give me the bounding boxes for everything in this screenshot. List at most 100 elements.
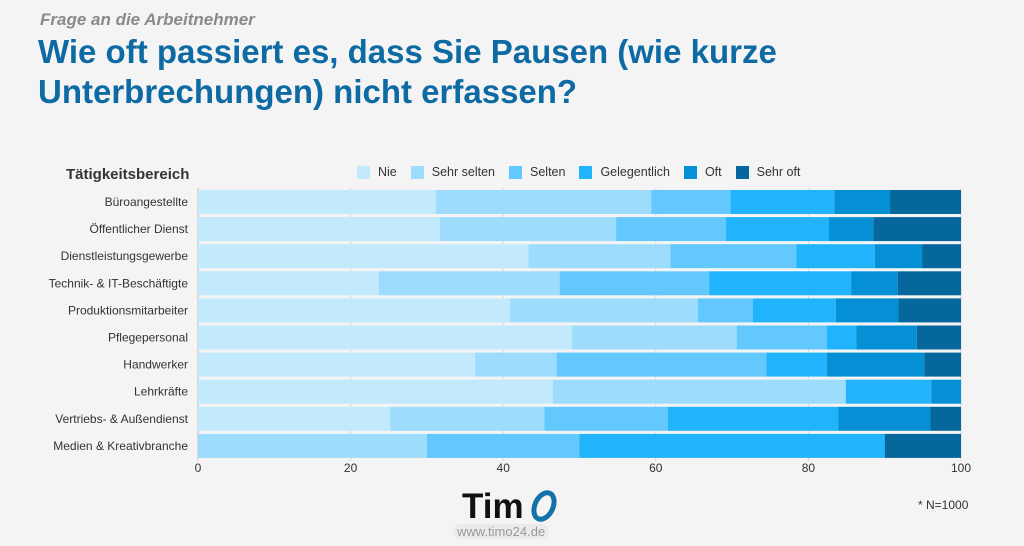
bar-segment-nie (198, 325, 572, 350)
bar-segment-sehr-selten (510, 298, 698, 323)
bar-segment-oft (931, 379, 961, 404)
bar-segment-nie (198, 244, 529, 269)
category-label: Dienstleistungsgewerbe (61, 249, 189, 263)
category-label: Büroangestellte (105, 195, 189, 209)
bar-segment-gelegentlich (725, 217, 830, 242)
category-label: Medien & Kreativbranche (53, 439, 188, 453)
legend: Nie Sehr selten Selten Gelegentlich Oft Sehr … (357, 165, 800, 179)
legend-swatch (735, 165, 749, 179)
bar-segment-oft (829, 217, 874, 242)
category-label: Öffentlicher Dienst (90, 222, 189, 236)
bar-segment-gelegentlich (668, 406, 839, 431)
bar-segment-gelegentlich (752, 298, 836, 323)
x-tick-label: 80 (802, 461, 816, 475)
legend-swatch (410, 165, 424, 179)
bar-segment-sehr-oft (922, 244, 961, 269)
bar-segment-selten (544, 406, 669, 431)
bar-segment-gelegentlich (730, 190, 835, 214)
bar-segment-gelegentlich (709, 271, 852, 296)
bar-segment-oft (851, 271, 898, 296)
bar-segment-sehr-oft (897, 271, 961, 296)
legend-label: Gelegentlich (600, 165, 670, 179)
website-url[interactable]: www.timo24.de (453, 524, 550, 539)
legend-label: Selten (530, 165, 566, 179)
legend-item: Selten (509, 165, 565, 179)
bar-segment-gelegentlich (845, 379, 932, 404)
legend-swatch (357, 165, 370, 179)
x-tick-label: 60 (649, 461, 663, 475)
kicker: Frage an die Arbeitnehmer (40, 10, 255, 29)
bar-segment-oft (834, 190, 891, 214)
category-label: Handwerker (123, 358, 188, 372)
bar-segment-oft (826, 352, 925, 377)
bar-segment-nie (198, 190, 437, 214)
legend-swatch (509, 165, 522, 179)
bar-segment-nie (198, 271, 379, 296)
x-tick-label: 20 (344, 461, 358, 475)
bar-segment-nie (198, 352, 475, 377)
bar-segment-gelegentlich (796, 244, 875, 269)
bar-segment-nie (198, 379, 553, 404)
bar-segment-gelegentlich (579, 433, 885, 458)
sample-size-note: * N=1000 (918, 498, 969, 512)
bar-segment-selten (697, 298, 753, 323)
bar-segment-sehr-selten (552, 379, 846, 404)
category-label: Pflegepersonal (108, 331, 188, 345)
bar-segment-oft (874, 244, 923, 269)
category-axis-title: Tätigkeitsbereich (66, 166, 190, 183)
legend-label: Sehr selten (431, 165, 495, 179)
bar-segment-selten (670, 244, 797, 269)
legend-item: Sehr oft (735, 165, 801, 179)
bar-segment-sehr-selten (390, 406, 545, 431)
timo-logo: Tim (462, 486, 562, 531)
legend-swatch (579, 165, 593, 179)
logo-graphic: Tim (462, 487, 557, 526)
x-tick-label: 100 (951, 461, 971, 475)
legend-label: Sehr oft (756, 165, 801, 179)
bar-segment-selten (559, 271, 710, 296)
bar-segment-nie (198, 298, 511, 323)
bar-segment-sehr-oft (916, 325, 961, 350)
bar-segment-selten (736, 325, 827, 350)
bar-segment-sehr-oft (873, 217, 961, 242)
bar-segment-sehr-selten (378, 271, 560, 296)
legend-label: Nie (378, 165, 397, 179)
bar-segment-sehr-selten (436, 190, 652, 214)
category-label: Produktionsmitarbeiter (68, 303, 188, 317)
bar-segment-sehr-oft (898, 298, 961, 323)
legend-item: Nie (357, 165, 397, 179)
bar-segment-selten (426, 433, 580, 458)
category-label: Technik- & IT-Beschäftigte (49, 276, 189, 290)
x-tick-label: 0 (195, 461, 202, 475)
bar-segment-sehr-selten (474, 352, 557, 377)
svg-text:Tim: Tim (462, 487, 524, 526)
bar-segment-oft (856, 325, 917, 350)
bar-segment-nie (198, 406, 391, 431)
bar-segment-selten (651, 190, 731, 214)
bar-segment-gelegentlich (826, 325, 857, 350)
bar-segment-sehr-selten (528, 244, 671, 269)
bar-segment-sehr-oft (890, 190, 961, 214)
legend-item: Oft (683, 165, 722, 179)
bar-segment-sehr-oft (884, 433, 961, 458)
bar-segment-sehr-selten (198, 433, 427, 458)
bar-segment-selten (556, 352, 767, 377)
bar-segment-nie (198, 217, 440, 242)
bar-segment-gelegentlich (766, 352, 827, 377)
category-label: Vertriebs- & Außendienst (55, 412, 188, 426)
x-tick-label: 40 (497, 461, 511, 475)
legend-item: Sehr selten (410, 165, 495, 179)
bar-segment-sehr-oft (924, 352, 961, 377)
legend-item: Gelegentlich (579, 165, 670, 179)
bar-segment-sehr-selten (571, 325, 737, 350)
bar-segment-sehr-oft (930, 406, 961, 431)
chart-title: Wie oft passiert es, dass Sie Pausen (wi… (38, 33, 777, 110)
bar-segment-oft (838, 406, 931, 431)
bar-segment-oft (835, 298, 899, 323)
category-label: Lehrkräfte (134, 385, 188, 399)
legend-swatch (683, 165, 697, 179)
bar-segment-sehr-selten (439, 217, 617, 242)
bar-segment-selten (616, 217, 726, 242)
legend-label: Oft (704, 165, 722, 179)
